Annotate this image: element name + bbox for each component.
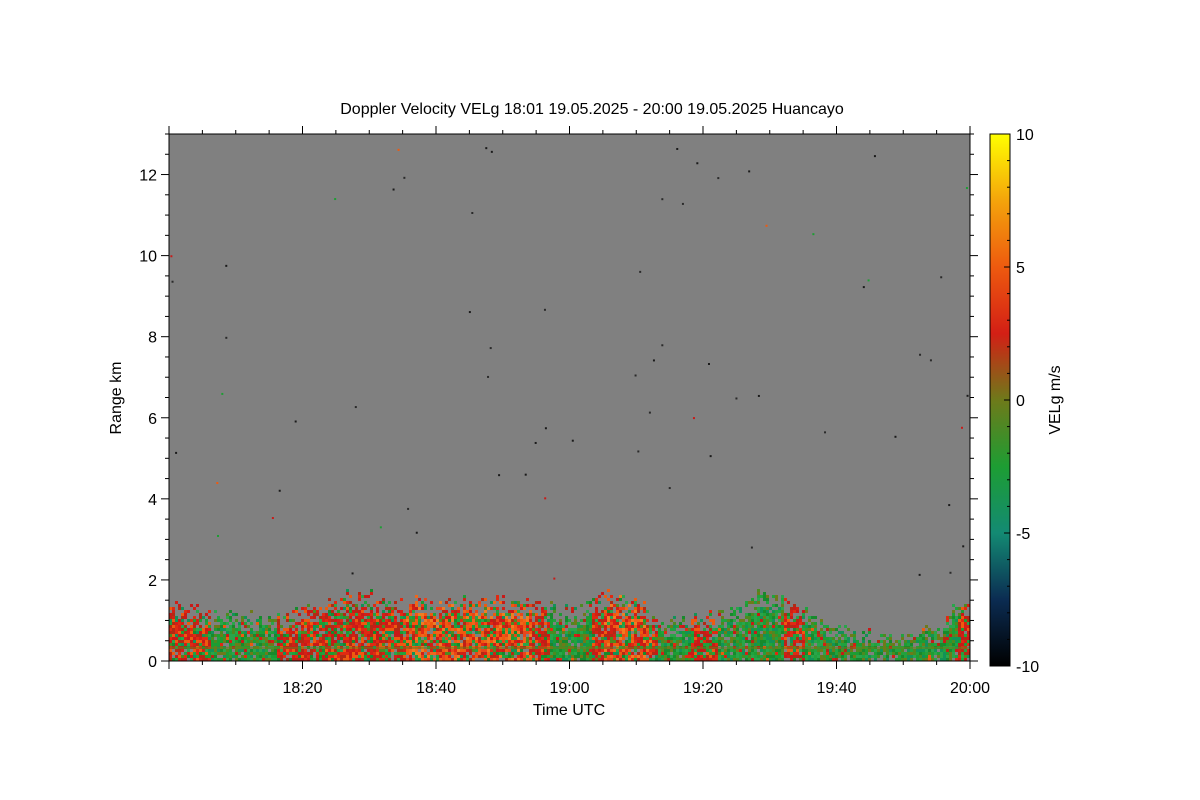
x-tick-label: 19:40 [816,680,856,697]
colorbar-tick-label: 5 [1016,260,1025,277]
colorbar-label: VELg m/s [1047,365,1064,434]
colorbar-tick-label: -10 [1016,659,1039,676]
colorbar-ticks: 10 5 0 -5 -10 [1004,127,1039,676]
x-tick-label: 19:20 [683,680,723,697]
y-axis: 0 2 4 6 8 10 12 [139,133,978,671]
x-axis-label: Time UTC [533,702,605,719]
colorbar: 10 5 0 -5 -10 VELg m/s [989,127,1064,676]
plot-background [169,134,970,661]
colorbar-tick-label: 10 [1016,127,1034,144]
colorbar-tick-label: 0 [1016,393,1025,410]
colorbar-tick-label: -5 [1016,526,1030,543]
x-tick-label: 18:40 [416,680,456,697]
y-tick-label: 10 [139,249,157,266]
x-tick-label: 18:20 [282,680,322,697]
plot-area [169,134,970,661]
x-tick-label: 19:00 [549,680,589,697]
y-tick-label: 12 [139,168,157,185]
y-tick-label: 8 [148,330,157,347]
y-axis-label: Range km [108,362,125,435]
y-tick-label: 0 [148,654,157,671]
x-tick-label: 20:00 [950,680,990,697]
speckle-layer [170,147,969,580]
echo-layer [169,589,970,661]
y-tick-label: 2 [148,573,157,590]
chart-title: Doppler Velocity VELg 18:01 19.05.2025 -… [340,101,844,118]
x-axis: 18:20 18:40 19:00 19:20 19:40 20:00 [168,126,990,697]
y-tick-label: 4 [148,492,157,509]
y-tick-label: 6 [148,411,157,428]
